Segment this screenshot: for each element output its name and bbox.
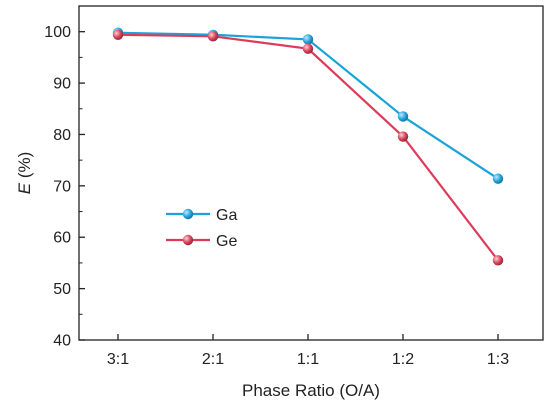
legend-label-ga: Ga bbox=[216, 207, 237, 224]
legend-label-ge: Ge bbox=[216, 233, 237, 250]
y-axis: 40 50 60 70 80 90 100 bbox=[44, 24, 85, 350]
x-tick-label: 1:2 bbox=[392, 351, 414, 368]
x-axis-title: Phase Ratio (O/A) bbox=[242, 381, 380, 400]
legend-marker-ga bbox=[182, 208, 194, 220]
series-line-ga bbox=[117, 31, 499, 180]
x-tick-label: 3:1 bbox=[107, 351, 129, 368]
data-point-ge bbox=[112, 29, 124, 40]
data-point-ga bbox=[397, 111, 409, 122]
plot-frame bbox=[78, 5, 544, 341]
legend-marker-ge bbox=[182, 234, 194, 246]
x-tick-label: 1:3 bbox=[487, 351, 509, 368]
y-axis-title-symbol: E bbox=[15, 182, 34, 194]
y-tick-label: 50 bbox=[53, 281, 71, 298]
y-tick-label: 100 bbox=[44, 24, 71, 41]
y-axis-title: E (%) bbox=[15, 152, 34, 195]
x-axis: 3:1 2:1 1:1 1:2 1:3 bbox=[107, 334, 509, 368]
legend: Ga Ge bbox=[166, 207, 237, 250]
data-point-ga bbox=[492, 173, 504, 184]
data-point-ga bbox=[302, 34, 314, 45]
y-tick-label: 60 bbox=[53, 230, 71, 247]
data-point-ge bbox=[302, 43, 314, 54]
series-layer bbox=[112, 27, 504, 266]
series-line-ge bbox=[117, 33, 499, 262]
y-tick-label: 80 bbox=[53, 127, 71, 144]
data-point-ge bbox=[492, 255, 504, 266]
x-tick-label: 2:1 bbox=[202, 351, 224, 368]
y-tick-label: 40 bbox=[53, 333, 71, 350]
data-point-ge bbox=[397, 131, 409, 142]
y-tick-label: 90 bbox=[53, 76, 71, 93]
y-axis-title-unit: (%) bbox=[15, 152, 34, 183]
data-point-ge bbox=[207, 31, 219, 42]
x-tick-label: 1:1 bbox=[297, 351, 319, 368]
y-tick-label: 70 bbox=[53, 178, 71, 195]
